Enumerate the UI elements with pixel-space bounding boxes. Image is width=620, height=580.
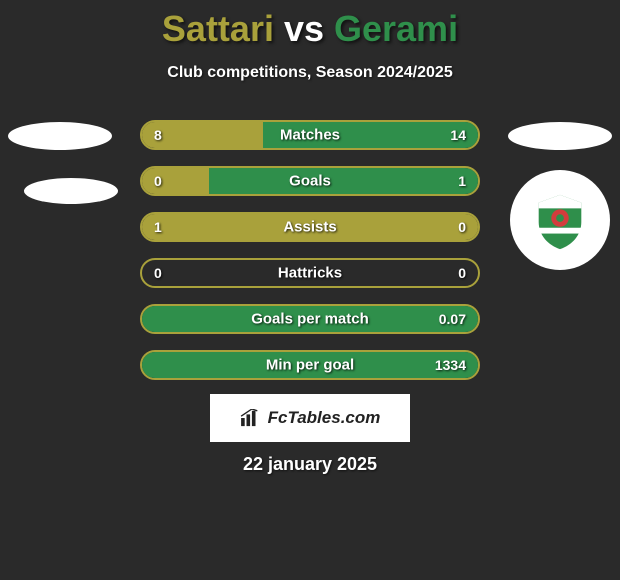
stat-value-left: 0: [154, 173, 162, 189]
fctables-tag: FcTables.com: [210, 394, 410, 442]
left-avatar-placeholder-1: [8, 122, 112, 150]
club-badge: [510, 170, 610, 270]
title-vs: vs: [274, 8, 334, 49]
stat-fill-right: [209, 168, 478, 194]
page-title: Sattari vs Gerami: [0, 0, 620, 50]
stat-row: 8 14 Matches: [140, 120, 480, 150]
right-avatar-placeholder: [508, 122, 612, 150]
stat-label: Hattricks: [278, 265, 342, 282]
stat-value-right: 1: [458, 173, 466, 189]
subtitle: Club competitions, Season 2024/2025: [0, 64, 620, 82]
stat-row: 0.07 Goals per match: [140, 304, 480, 334]
stat-value-left: 1: [154, 219, 162, 235]
stat-row: 1 0 Assists: [140, 212, 480, 242]
bar-chart-icon: [240, 409, 262, 427]
fctables-text: FcTables.com: [268, 408, 381, 428]
stat-label: Goals per match: [251, 311, 369, 328]
stat-value-right: 0.07: [439, 311, 466, 327]
stat-value-right: 14: [450, 127, 466, 143]
stat-value-left: 0: [154, 265, 162, 281]
stat-row: 0 1 Goals: [140, 166, 480, 196]
stat-row: 0 0 Hattricks: [140, 258, 480, 288]
stat-fill-left: [142, 168, 209, 194]
title-left: Sattari: [162, 8, 274, 49]
stat-row: 1334 Min per goal: [140, 350, 480, 380]
title-right: Gerami: [334, 8, 458, 49]
club-crest-icon: [529, 189, 591, 251]
stat-value-right: 0: [458, 219, 466, 235]
left-avatar-placeholder-2: [24, 178, 118, 204]
stat-label: Min per goal: [266, 357, 354, 374]
date-text: 22 january 2025: [0, 454, 620, 475]
stat-value-right: 1334: [435, 357, 466, 373]
stat-label: Goals: [289, 173, 331, 190]
stats-panel: 8 14 Matches 0 1 Goals 1 0 Assists 0 0 Hattricks 0.0…: [140, 120, 480, 396]
stat-value-right: 0: [458, 265, 466, 281]
stat-label: Matches: [280, 127, 340, 144]
stat-value-left: 8: [154, 127, 162, 143]
stat-label: Assists: [283, 219, 336, 236]
